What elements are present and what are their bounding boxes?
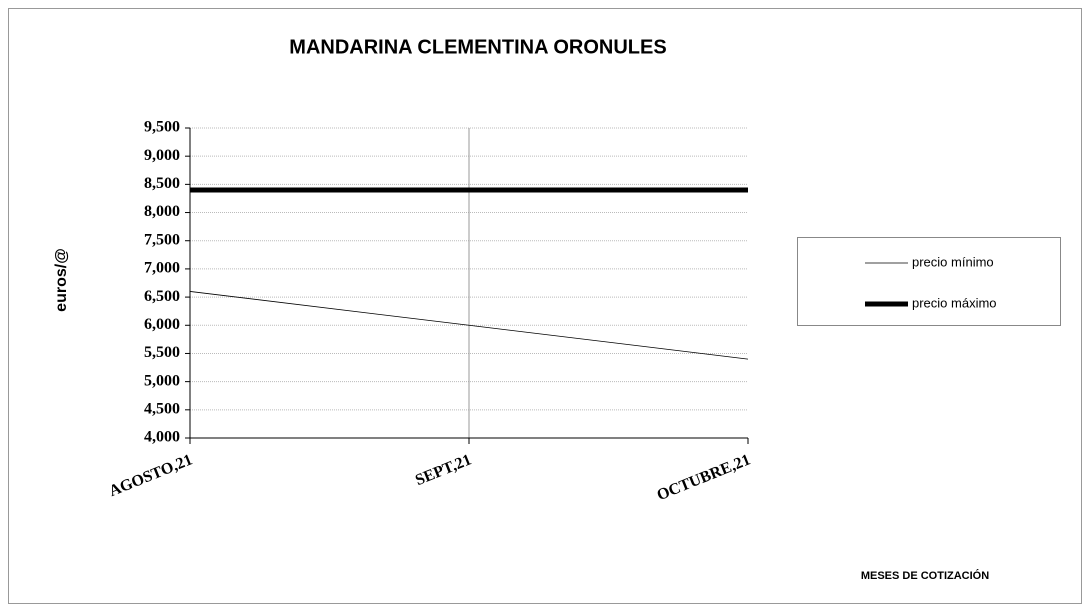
y-tick-label: 4,000 bbox=[144, 429, 180, 446]
y-tick-label: 8,000 bbox=[144, 203, 180, 220]
x-axis-label: MESES DE COTIZACIÓN bbox=[861, 569, 989, 582]
y-tick-label: 6,500 bbox=[144, 288, 180, 305]
x-tick-label: OCTUBRE,21 bbox=[655, 451, 753, 504]
y-tick-label: 9,500 bbox=[144, 119, 180, 136]
legend-box bbox=[797, 237, 1061, 326]
y-tick-label: 5,500 bbox=[144, 344, 180, 361]
x-tick-label: AGOSTO,21 bbox=[107, 451, 195, 500]
y-tick-label: 5,000 bbox=[144, 372, 180, 389]
y-axis-label: euros/@ bbox=[53, 248, 70, 312]
y-tick-label: 6,000 bbox=[144, 316, 180, 333]
legend-label: precio máximo bbox=[912, 295, 997, 310]
x-tick-label: SEPT,21 bbox=[413, 451, 474, 489]
y-tick-label: 7,500 bbox=[144, 231, 180, 248]
y-tick-label: 7,000 bbox=[144, 260, 180, 277]
series-line bbox=[189, 291, 749, 360]
y-tick-label: 8,500 bbox=[144, 175, 180, 192]
legend-label: precio mínimo bbox=[912, 254, 994, 269]
y-tick-label: 9,000 bbox=[144, 147, 180, 164]
chart-title: MANDARINA CLEMENTINA ORONULES bbox=[289, 36, 666, 58]
y-tick-label: 4,500 bbox=[144, 400, 180, 417]
